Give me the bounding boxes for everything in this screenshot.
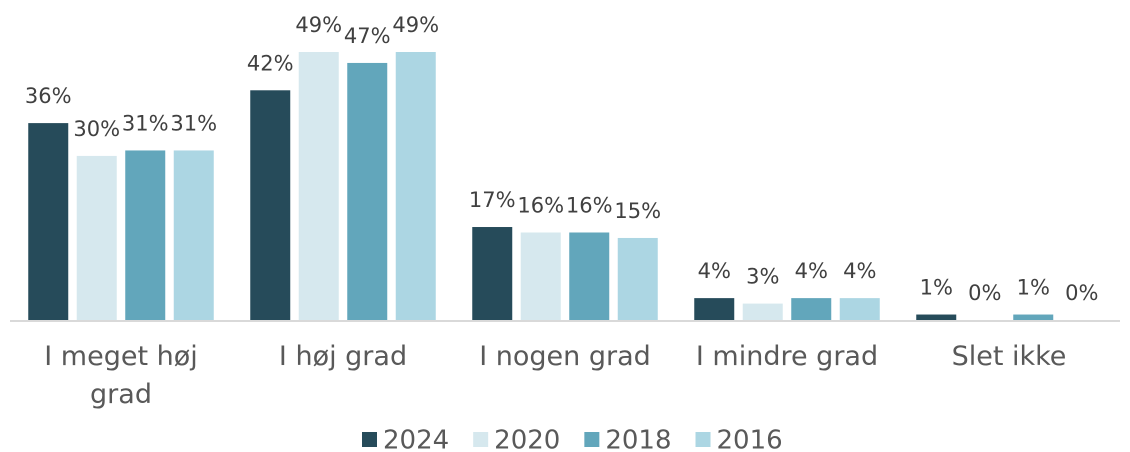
data-label: 4%	[843, 259, 876, 283]
bar	[1013, 314, 1054, 320]
data-label: 1%	[920, 276, 953, 300]
x-tick-label: I nogen grad	[479, 341, 651, 372]
data-label: 17%	[469, 188, 516, 212]
data-label: 16%	[566, 193, 613, 217]
bar	[694, 298, 735, 320]
data-label: 36%	[25, 84, 72, 108]
bar	[569, 232, 610, 320]
legend-swatch	[362, 432, 377, 447]
bar	[791, 298, 832, 320]
data-label: 49%	[295, 13, 342, 37]
data-label: 1%	[1017, 276, 1050, 300]
legend-swatch	[584, 432, 600, 447]
x-tick-label: I mindre grad	[695, 341, 879, 372]
data-label: 49%	[392, 13, 439, 37]
data-label: 16%	[517, 193, 564, 217]
bar	[472, 227, 513, 320]
legend-label: 2016	[717, 426, 783, 452]
data-label: 4%	[795, 259, 828, 283]
bar	[347, 62, 388, 320]
data-label: 30%	[73, 117, 120, 141]
bar	[173, 150, 214, 320]
x-tick-label: Slet ikke	[951, 341, 1067, 372]
bar	[250, 90, 291, 321]
data-label: 31%	[170, 111, 217, 135]
bar	[395, 52, 436, 320]
bar	[617, 237, 658, 320]
bar	[520, 232, 561, 320]
legend-label: 2024	[383, 426, 449, 452]
bar	[76, 155, 117, 320]
bar	[125, 150, 166, 320]
data-label: 31%	[122, 111, 169, 135]
data-label: 42%	[247, 51, 294, 75]
data-label: 47%	[344, 24, 391, 48]
x-tick-label: I høj grad	[278, 341, 408, 372]
legend-label: 2020	[494, 426, 560, 452]
bar	[742, 303, 783, 320]
legend-swatch	[473, 432, 489, 447]
bar	[298, 52, 339, 320]
x-tick-label: I meget høj grad	[44, 341, 198, 410]
bar	[839, 298, 880, 320]
data-label: 4%	[698, 259, 731, 283]
legend-label: 2018	[605, 426, 671, 452]
legend-swatch	[695, 432, 711, 447]
data-label: 15%	[614, 199, 661, 223]
data-label: 3%	[746, 265, 779, 289]
data-label: 0%	[968, 281, 1001, 305]
bar	[28, 123, 69, 320]
data-label: 0%	[1065, 281, 1098, 305]
bar	[916, 314, 957, 320]
